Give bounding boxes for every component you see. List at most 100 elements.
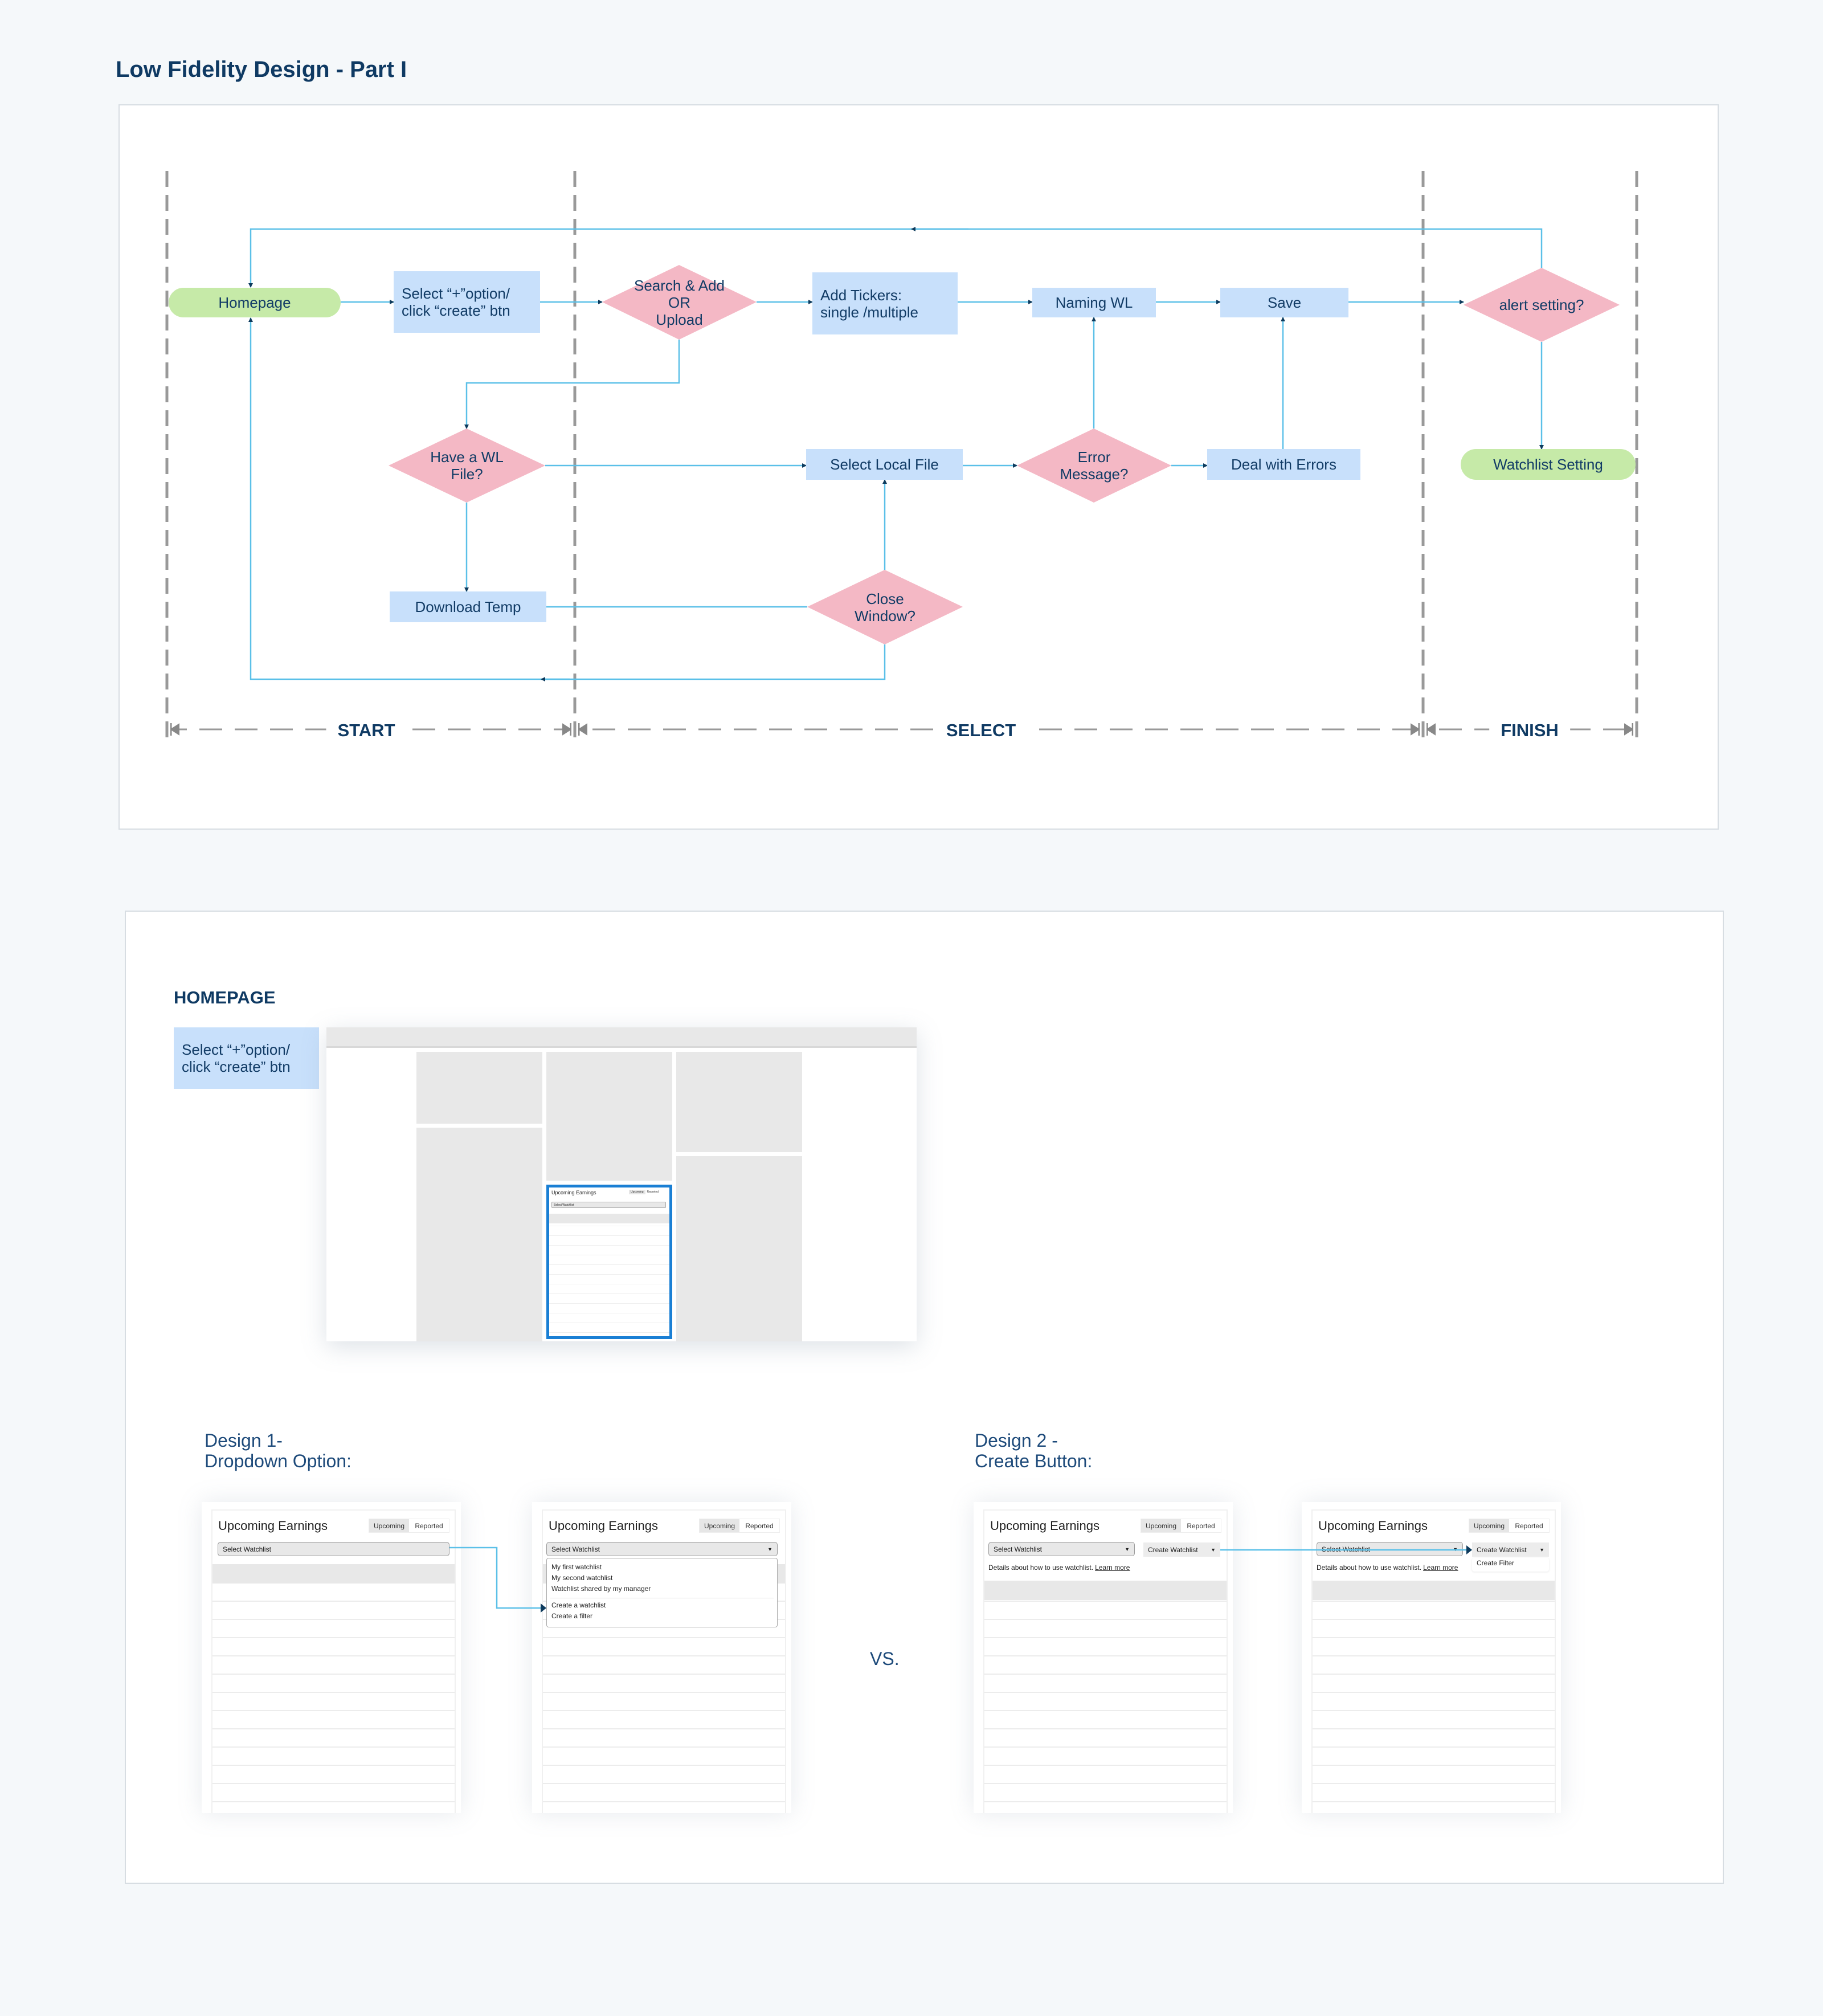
- widget-placeholder: [676, 1156, 802, 1341]
- tab-upcoming[interactable]: Upcoming: [369, 1519, 409, 1532]
- label-line: Create Button:: [975, 1451, 1093, 1471]
- learn-more-link[interactable]: Learn more: [1423, 1564, 1458, 1572]
- create-watchlist-button[interactable]: Create Watchlist ▼: [1143, 1542, 1220, 1557]
- menu-item-create-watchlist[interactable]: Create a watchlist: [551, 1601, 606, 1609]
- tab-upcoming[interactable]: Upcoming: [700, 1519, 739, 1532]
- decision-alert-setting[interactable]: alert setting?: [1464, 268, 1620, 342]
- caret-down-icon[interactable]: ▼: [1211, 1546, 1216, 1553]
- node-label: Naming WL: [1055, 294, 1133, 311]
- design1-label: Design 1- Dropdown Option:: [205, 1430, 351, 1471]
- tab-upcoming[interactable]: Upcoming: [629, 1190, 645, 1194]
- node-label: Window?: [855, 607, 915, 625]
- node-select-option[interactable]: Select “+”option/click “create” btn: [394, 271, 540, 333]
- note-label: Select “+”option/: [182, 1041, 291, 1058]
- design1-card-default: Upcoming Earnings Upcoming Reported Selec…: [202, 1502, 461, 1813]
- node-label: Error: [1077, 448, 1111, 466]
- tab-reported[interactable]: Reported: [1515, 1521, 1543, 1530]
- details-label: Details about how to use watchlist.: [988, 1564, 1094, 1572]
- decision-error-message[interactable]: Error Message?: [1017, 428, 1171, 503]
- vs-label: VS.: [870, 1648, 900, 1669]
- node-label: Deal with Errors: [1231, 456, 1336, 473]
- widget-title: Upcoming Earnings: [551, 1190, 596, 1195]
- select-watchlist[interactable]: Select Watchlist ▼: [546, 1542, 778, 1556]
- table-header-row: [1313, 1581, 1555, 1600]
- select-label: Select Watchlist: [994, 1545, 1042, 1553]
- design2-card-menu-open: Upcoming Earnings Upcoming Reported Selec…: [1302, 1502, 1561, 1813]
- design1-card-dropdown-open: Upcoming Earnings Upcoming Reported Selec…: [532, 1502, 791, 1813]
- caret-down-icon: ▼: [1453, 1546, 1458, 1552]
- node-label: Upload: [656, 311, 703, 328]
- details-text: Details about how to use watchlist. Learn…: [1317, 1564, 1458, 1572]
- widget-placeholder: [416, 1128, 542, 1341]
- menu-item[interactable]: Watchlist shared by my manager: [551, 1585, 651, 1593]
- widget-select[interactable]: Select Watchlist: [551, 1202, 666, 1208]
- details-text: Details about how to use watchlist. Learn…: [988, 1564, 1130, 1572]
- learn-more-link[interactable]: Learn more: [1095, 1564, 1130, 1572]
- details-label: Details about how to use watchlist.: [1317, 1564, 1422, 1572]
- select-label: Select Watchlist: [551, 1545, 600, 1553]
- button-label: Create Watchlist: [1477, 1545, 1527, 1554]
- node-label: Save: [1267, 294, 1302, 311]
- card-tabs: Upcoming Reported: [699, 1519, 780, 1533]
- node-label: File?: [451, 466, 483, 483]
- tab-upcoming[interactable]: Upcoming: [1141, 1519, 1181, 1532]
- connector-alert-to-homepage: [248, 228, 1543, 288]
- node-label: Close: [866, 590, 904, 607]
- select-label: Select Watchlist: [223, 1545, 271, 1553]
- node-watchlist-setting[interactable]: Watchlist Setting: [1461, 449, 1636, 480]
- select-label: Select Watchlist: [1322, 1545, 1370, 1553]
- node-label: Message?: [1060, 466, 1129, 483]
- tab-reported[interactable]: Reported: [1187, 1521, 1215, 1530]
- caret-down-icon: ▼: [1125, 1546, 1130, 1552]
- card-tabs: Upcoming Reported: [369, 1519, 449, 1533]
- tab-upcoming[interactable]: Upcoming: [1469, 1519, 1509, 1532]
- node-homepage[interactable]: Homepage: [169, 288, 341, 317]
- node-label: Homepage: [218, 294, 291, 311]
- menu-item[interactable]: My first watchlist: [551, 1563, 602, 1571]
- card-frame: [211, 1509, 456, 1813]
- design-connectors: [449, 1545, 1472, 1613]
- node-add-tickers[interactable]: Add Tickers: single /multiple: [812, 272, 958, 334]
- decision-search-add[interactable]: Search & Add OR Upload: [602, 265, 757, 340]
- node-label: Add Tickers:: [820, 286, 902, 304]
- select-watchlist[interactable]: Select Watchlist ▼: [988, 1542, 1135, 1556]
- tab-reported[interactable]: Reported: [745, 1521, 774, 1530]
- widget-placeholder: [416, 1052, 542, 1124]
- tab-reported[interactable]: Reported: [415, 1521, 443, 1530]
- node-select-local-file[interactable]: Select Local File: [806, 449, 963, 480]
- widget-tabs: Upcoming Reported: [629, 1190, 660, 1194]
- upcoming-earnings-widget-highlighted[interactable]: Upcoming Earnings Upcoming Reported Selec…: [546, 1185, 672, 1339]
- node-deal-with-errors[interactable]: Deal with Errors: [1207, 449, 1360, 480]
- tab-reported[interactable]: Reported: [647, 1190, 659, 1194]
- select-watchlist[interactable]: Select Watchlist: [218, 1542, 449, 1556]
- create-watchlist-button[interactable]: Create Watchlist ▼: [1472, 1542, 1549, 1557]
- node-download-temp[interactable]: Download Temp: [390, 591, 546, 622]
- button-label: Create Watchlist: [1148, 1545, 1198, 1554]
- card-tabs: Upcoming Reported: [1469, 1519, 1550, 1533]
- decision-close-window[interactable]: Close Window?: [807, 570, 963, 644]
- node-label: Download Temp: [415, 598, 521, 615]
- widget-placeholder: [676, 1052, 802, 1152]
- phase-label-start: START: [326, 720, 407, 741]
- watchlist-dropdown-menu: My first watchlist My second watchlist W…: [546, 1558, 778, 1627]
- caret-down-icon[interactable]: ▼: [1539, 1546, 1544, 1553]
- node-label: click “create” btn: [402, 302, 510, 319]
- select-watchlist[interactable]: Select Watchlist ▼: [1317, 1542, 1463, 1556]
- node-label: single /multiple: [820, 303, 918, 321]
- node-save[interactable]: Save: [1220, 288, 1348, 317]
- menu-item-create-filter[interactable]: Create a filter: [551, 1612, 593, 1620]
- table-header-row: [212, 1564, 455, 1584]
- label-line: Design 1-: [205, 1430, 283, 1451]
- flowchart-connectors: [165, 171, 1638, 743]
- node-label: Select “+”option/: [402, 285, 510, 302]
- widget-placeholder: [546, 1052, 672, 1181]
- design2-label: Design 2 - Create Button:: [975, 1430, 1092, 1471]
- table-header-row: [984, 1581, 1227, 1600]
- node-label: alert setting?: [1499, 296, 1584, 313]
- menu-item-create-filter[interactable]: Create Filter: [1477, 1559, 1515, 1567]
- card-tabs: Upcoming Reported: [1141, 1519, 1221, 1533]
- decision-shapes: [389, 265, 1620, 644]
- decision-have-wl-file[interactable]: Have a WL File?: [389, 428, 545, 503]
- node-naming-wl[interactable]: Naming WL: [1032, 288, 1156, 317]
- menu-item[interactable]: My second watchlist: [551, 1574, 613, 1582]
